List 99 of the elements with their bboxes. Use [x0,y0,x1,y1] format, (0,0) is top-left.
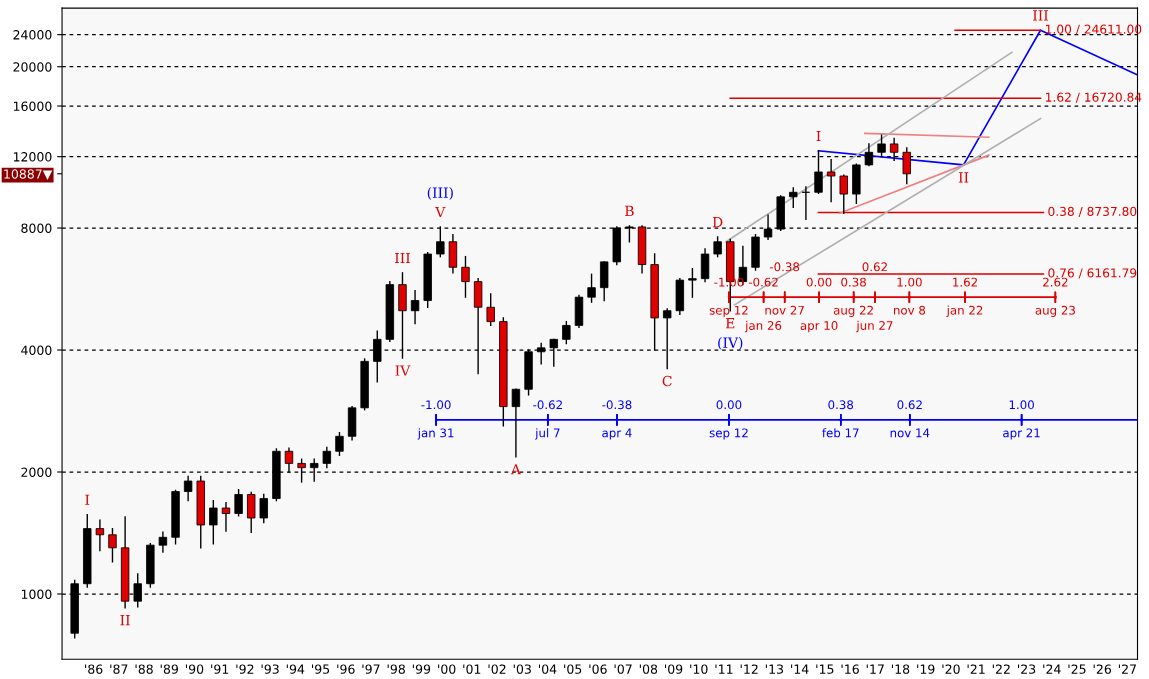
x-tick-label: '91 [211,664,229,674]
annotation: aug 22 [833,305,873,317]
x-tick-label: '03 [513,664,531,674]
annotation: A [510,464,522,475]
x-tick-label: '96 [337,664,355,674]
x-tick-label: '93 [261,664,279,674]
x-tick-label: '22 [992,664,1010,674]
annotation: 0.62 [862,262,887,272]
annotation: 0.62 [897,400,922,410]
x-tick-label: '05 [564,664,582,674]
x-tick-label: '01 [463,664,481,674]
annotation: -0.62 [748,277,778,287]
annotation: apr 21 [1003,428,1040,440]
annotation: I [816,130,821,142]
x-tick-label: '24 [1043,664,1061,674]
y-tick-label: 4000 [21,345,52,355]
annotation: II [120,615,130,626]
annotation: 1.62 [953,277,977,287]
annotation: nov 27 [765,305,804,315]
y-tick-label: 1000 [21,589,52,599]
annotation: -0.38 [769,262,800,272]
data-label: 0.76 / 6161.79 [1048,268,1137,279]
y-tick-label: 12000 [13,152,52,162]
annotation: V [435,206,446,218]
x-tick-label: '21 [967,664,985,674]
annotation: D [712,217,723,228]
annotation: I [85,494,90,505]
x-tick-label: '17 [866,664,884,674]
x-tick-label: '14 [791,664,809,674]
x-tick-label: '10 [690,664,708,674]
x-tick-label: '02 [488,664,506,674]
x-tick-label: '90 [185,664,204,674]
annotation: 2.62 [1043,277,1068,287]
annotation: apr 4 [602,428,632,440]
annotation: B [625,205,634,216]
x-tick-label: '23 [1018,664,1036,674]
x-tick-label: '00 [438,664,456,674]
annotation: 1.00 [897,277,922,287]
x-tick-label: '15 [816,664,834,674]
annotation: jun 27 [856,320,893,333]
y-tick-label: 16000 [13,101,52,111]
annotation: (III) [427,187,453,200]
x-tick-label: '04 [538,664,557,674]
annotation: jan 22 [946,305,983,317]
x-tick-label: '94 [286,664,305,674]
annotation: 0.38 [841,277,866,287]
annotation: -0.62 [533,400,562,410]
annotation: II [958,172,969,183]
x-tick-label: '16 [841,664,859,674]
x-tick-label: '27 [1118,664,1136,674]
x-tick-label: '13 [765,664,784,674]
x-tick-label: '08 [639,664,658,674]
annotation: feb 17 [822,428,859,438]
annotation: III [395,252,410,264]
x-tick-label: '98 [387,664,405,674]
x-tick-label: '87 [110,664,128,674]
y-tick-label: 20000 [13,62,52,72]
x-tick-label: '97 [362,664,380,674]
annotation: -0.38 [602,400,632,410]
annotation: III [1033,10,1048,21]
x-tick-label: '26 [1093,664,1112,674]
x-tick-label: '25 [1068,664,1086,674]
x-tick-label: '12 [740,664,758,674]
annotation: (IV) [718,337,743,350]
annotation: 0.00 [716,400,742,410]
annotation: sep 12 [709,305,748,317]
annotation: jul 7 [535,428,560,440]
x-tick-label: '86 [85,664,103,674]
data-label: 0.38 / 8737.80 [1048,206,1137,217]
x-tick-label: '88 [135,664,153,674]
y-tick-label: 24000 [13,30,52,40]
x-tick-label: '20 [942,664,960,674]
annotation: C [662,375,672,387]
annotation: jan 26 [744,320,782,333]
annotation: E [725,318,735,329]
x-tick-label: '95 [312,664,330,674]
annotation: sep 12 [709,428,748,440]
annotation: nov 8 [894,305,926,315]
x-tick-label: '11 [715,664,733,674]
x-tick-label: '09 [665,664,683,674]
x-tick-label: '07 [614,664,632,674]
annotation: jan 31 [417,428,454,440]
y-tick-label: 2000 [21,467,52,477]
x-tick-label: '99 [412,664,431,674]
annotation: IV [395,365,411,376]
y-tick-label: 10887▼ [4,169,53,181]
annotation: -1.00 [421,400,451,410]
annotation: 0.38 [828,400,854,410]
annotation: 1.00 [1009,400,1034,410]
annotation: apr 10 [800,321,838,333]
x-tick-label: '89 [160,664,178,674]
x-tick-label: '18 [891,664,910,674]
annotation: aug 23 [1035,305,1075,317]
x-tick-label: '92 [236,664,254,674]
y-tick-label: 8000 [21,223,52,233]
annotation: nov 14 [890,428,930,438]
x-tick-label: '06 [589,664,607,674]
annotation: 0.00 [806,277,832,287]
x-tick-label: '19 [917,664,935,674]
